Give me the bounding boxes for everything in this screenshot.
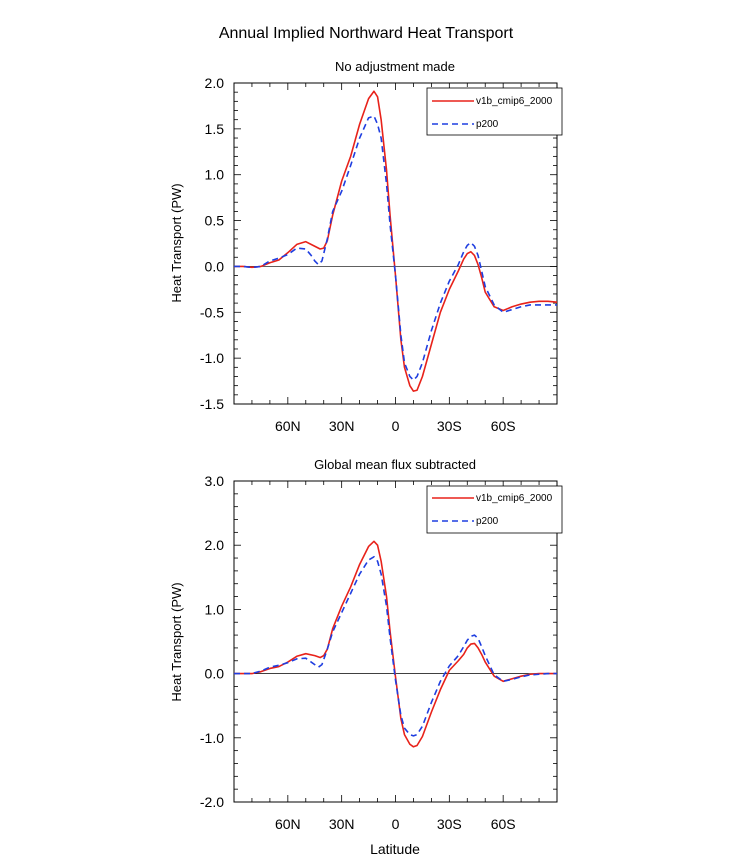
figure-title: Annual Implied Northward Heat Transport [219, 25, 514, 42]
legend-top: v1b_cmip6_2000 p200 [426, 87, 563, 136]
x-tick-label: 60S [491, 816, 516, 832]
series-line-p200 [234, 115, 557, 381]
x-tick-label: 30S [437, 816, 462, 832]
chart-title-top: No adjustment made [335, 59, 455, 74]
x-tick-label: 30S [437, 418, 462, 434]
y-axis-label-top: Heat Transport (PW) [169, 183, 184, 302]
legend-label-p200: p200 [476, 516, 499, 527]
y-tick-label: -1.0 [200, 730, 224, 746]
x-tick-label: 0 [392, 816, 400, 832]
x-tick-label: 30N [329, 418, 355, 434]
y-tick-label: 0.0 [205, 666, 225, 682]
x-tick-label: 0 [392, 418, 400, 434]
y-tick-label: -0.5 [200, 304, 224, 320]
series-line-v1b_cmip6_2000 [234, 540, 557, 748]
y-axis-label-bottom: Heat Transport (PW) [169, 582, 184, 701]
x-axis-label-bottom: Latitude [370, 841, 420, 857]
legend-label-p200: p200 [476, 119, 499, 130]
legend-label-v1b: v1b_cmip6_2000 [476, 493, 553, 504]
y-tick-label: -1.5 [200, 396, 224, 412]
y-tick-label: 2.0 [205, 75, 225, 91]
plot-area-bottom: -2.0 -1.0 0.0 1.0 2.0 3.0 60N 30N 0 30S 60S [200, 473, 558, 832]
legend-box [426, 87, 563, 136]
y-tick-label: 2.0 [205, 537, 225, 553]
y-tick-label: 1.0 [205, 601, 225, 617]
x-tick-label: 60N [275, 418, 301, 434]
chart-title-bottom: Global mean flux subtracted [314, 457, 476, 472]
y-tick-label: -1.0 [200, 350, 224, 366]
x-tick-label: 30N [329, 816, 355, 832]
y-tick-label: 0.5 [205, 213, 225, 229]
legend-bottom: v1b_cmip6_2000 p200 [426, 485, 563, 534]
y-tick-label: -2.0 [200, 794, 224, 810]
y-tick-label: 1.5 [205, 121, 225, 137]
y-tick-label: 1.0 [205, 167, 225, 183]
legend-label-v1b: v1b_cmip6_2000 [476, 96, 553, 107]
chart-panel-bottom: Global mean flux subtracted Heat Transpo… [169, 457, 563, 857]
series-line-p200 [234, 555, 557, 737]
legend-box [426, 485, 563, 534]
series-line-v1b_cmip6_2000 [234, 90, 558, 392]
plot-area-top: -1.5 -1.0 -0.5 0.0 0.5 1.0 1.5 2.0 60N 30N 0 30S 60S [200, 75, 558, 434]
y-tick-label: 0.0 [205, 258, 225, 274]
y-tick-label: 3.0 [205, 473, 225, 489]
x-tick-label: 60N [275, 816, 301, 832]
x-tick-label: 60S [491, 418, 516, 434]
chart-panel-top: No adjustment made Heat Transport (PW) -… [169, 59, 563, 434]
